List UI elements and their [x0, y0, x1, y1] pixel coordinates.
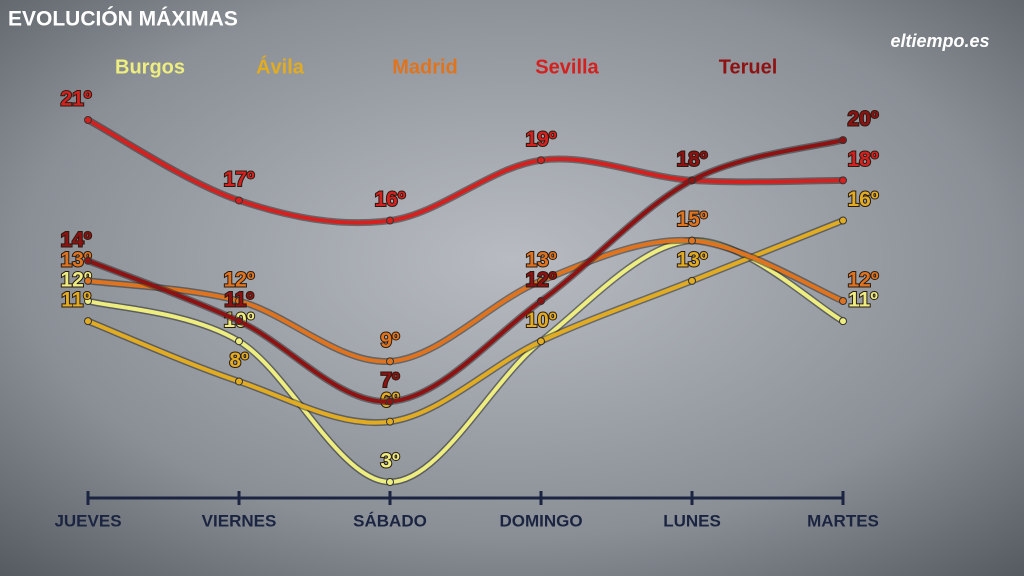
data-label: 11º [848, 289, 878, 312]
data-label: 21º [60, 88, 91, 111]
data-point [537, 297, 545, 305]
data-label: 17º [223, 168, 254, 191]
data-label: 9º [380, 329, 400, 352]
data-point [84, 317, 92, 326]
data-point [84, 116, 92, 124]
data-point [386, 478, 394, 486]
data-label: 16º [374, 188, 405, 211]
series-line [87, 238, 844, 364]
data-label: 8º [229, 349, 249, 372]
data-point [84, 256, 92, 265]
data-point [537, 156, 545, 165]
data-point [235, 297, 243, 305]
series-line [87, 138, 844, 404]
data-label: 3º [380, 450, 400, 473]
x-tick-label: DOMINGO [499, 511, 582, 530]
data-label: 18º [676, 148, 707, 171]
legend-entry: Ávila [256, 55, 305, 78]
data-point [839, 216, 847, 225]
data-label: 18º [847, 148, 878, 171]
data-label: 11º [224, 289, 254, 312]
data-point [688, 176, 696, 185]
x-tick-label: LUNES [663, 511, 721, 530]
series-line [87, 118, 844, 225]
data-label: 12º [847, 269, 878, 292]
data-label: 14º [60, 228, 91, 251]
data-label: 12º [223, 269, 254, 292]
data-point [235, 337, 243, 346]
x-tick-label: VIERNES [202, 511, 277, 530]
data-point [386, 397, 394, 406]
data-label: 15º [676, 208, 707, 231]
data-point [235, 196, 243, 205]
data-point [235, 377, 243, 386]
data-point [84, 297, 92, 305]
data-point [386, 216, 394, 225]
data-label: 7º [380, 369, 400, 392]
data-label: 19º [525, 128, 556, 151]
data-label: 13º [676, 248, 707, 271]
data-point [537, 337, 545, 346]
data-label: 11º [61, 289, 91, 312]
series-line [87, 218, 844, 425]
data-point [839, 297, 847, 305]
data-point [84, 276, 92, 285]
legend-entry: Madrid [392, 56, 458, 78]
legend-entry: Burgos [115, 56, 185, 78]
logo: eltiempo.es [890, 31, 989, 51]
legend-entry: Sevilla [535, 56, 599, 78]
data-point [839, 136, 847, 145]
data-label: 12º [525, 269, 556, 292]
data-label: 12º [60, 269, 91, 292]
data-point [839, 317, 847, 326]
data-point [537, 276, 545, 285]
x-tick-label: SÁBADO [353, 511, 427, 530]
data-point [235, 317, 243, 326]
x-tick-label: JUEVES [54, 511, 121, 530]
legend-entry: Teruel [719, 56, 778, 78]
data-point [839, 176, 847, 185]
data-point [386, 357, 394, 366]
data-point [688, 276, 696, 285]
data-point [688, 236, 696, 245]
x-tick-label: MARTES [807, 511, 879, 530]
data-label: 13º [525, 248, 556, 271]
data-label: 20º [847, 108, 878, 131]
chart-title: EVOLUCIÓN MÁXIMAS [8, 7, 238, 31]
data-point [386, 417, 394, 426]
data-label: 16º [847, 188, 878, 211]
